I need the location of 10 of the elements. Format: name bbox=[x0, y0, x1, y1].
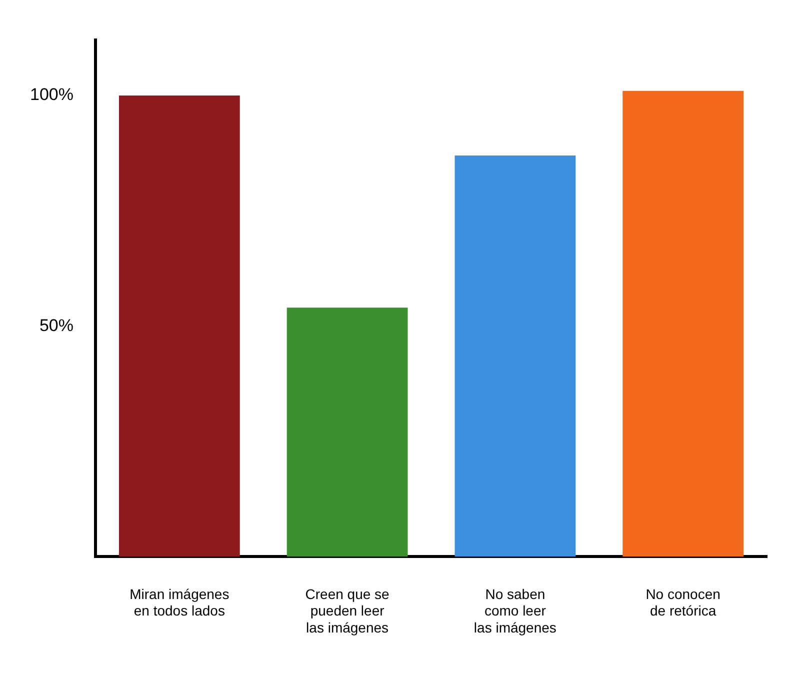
x-tick-label: No saben como leer las imágenes bbox=[474, 586, 556, 636]
bar bbox=[286, 308, 408, 557]
x-tick-label: No conocen de retórica bbox=[646, 586, 720, 619]
x-tick-label: Creen que se pueden leer las imágenes bbox=[305, 586, 390, 636]
x-tick-label: Miran imágenes en todos lados bbox=[130, 586, 230, 619]
y-tick-label: 50% bbox=[39, 316, 74, 335]
y-tick-label: 100% bbox=[30, 85, 74, 104]
bar bbox=[454, 155, 576, 557]
bar bbox=[622, 90, 744, 557]
bar bbox=[118, 96, 240, 557]
